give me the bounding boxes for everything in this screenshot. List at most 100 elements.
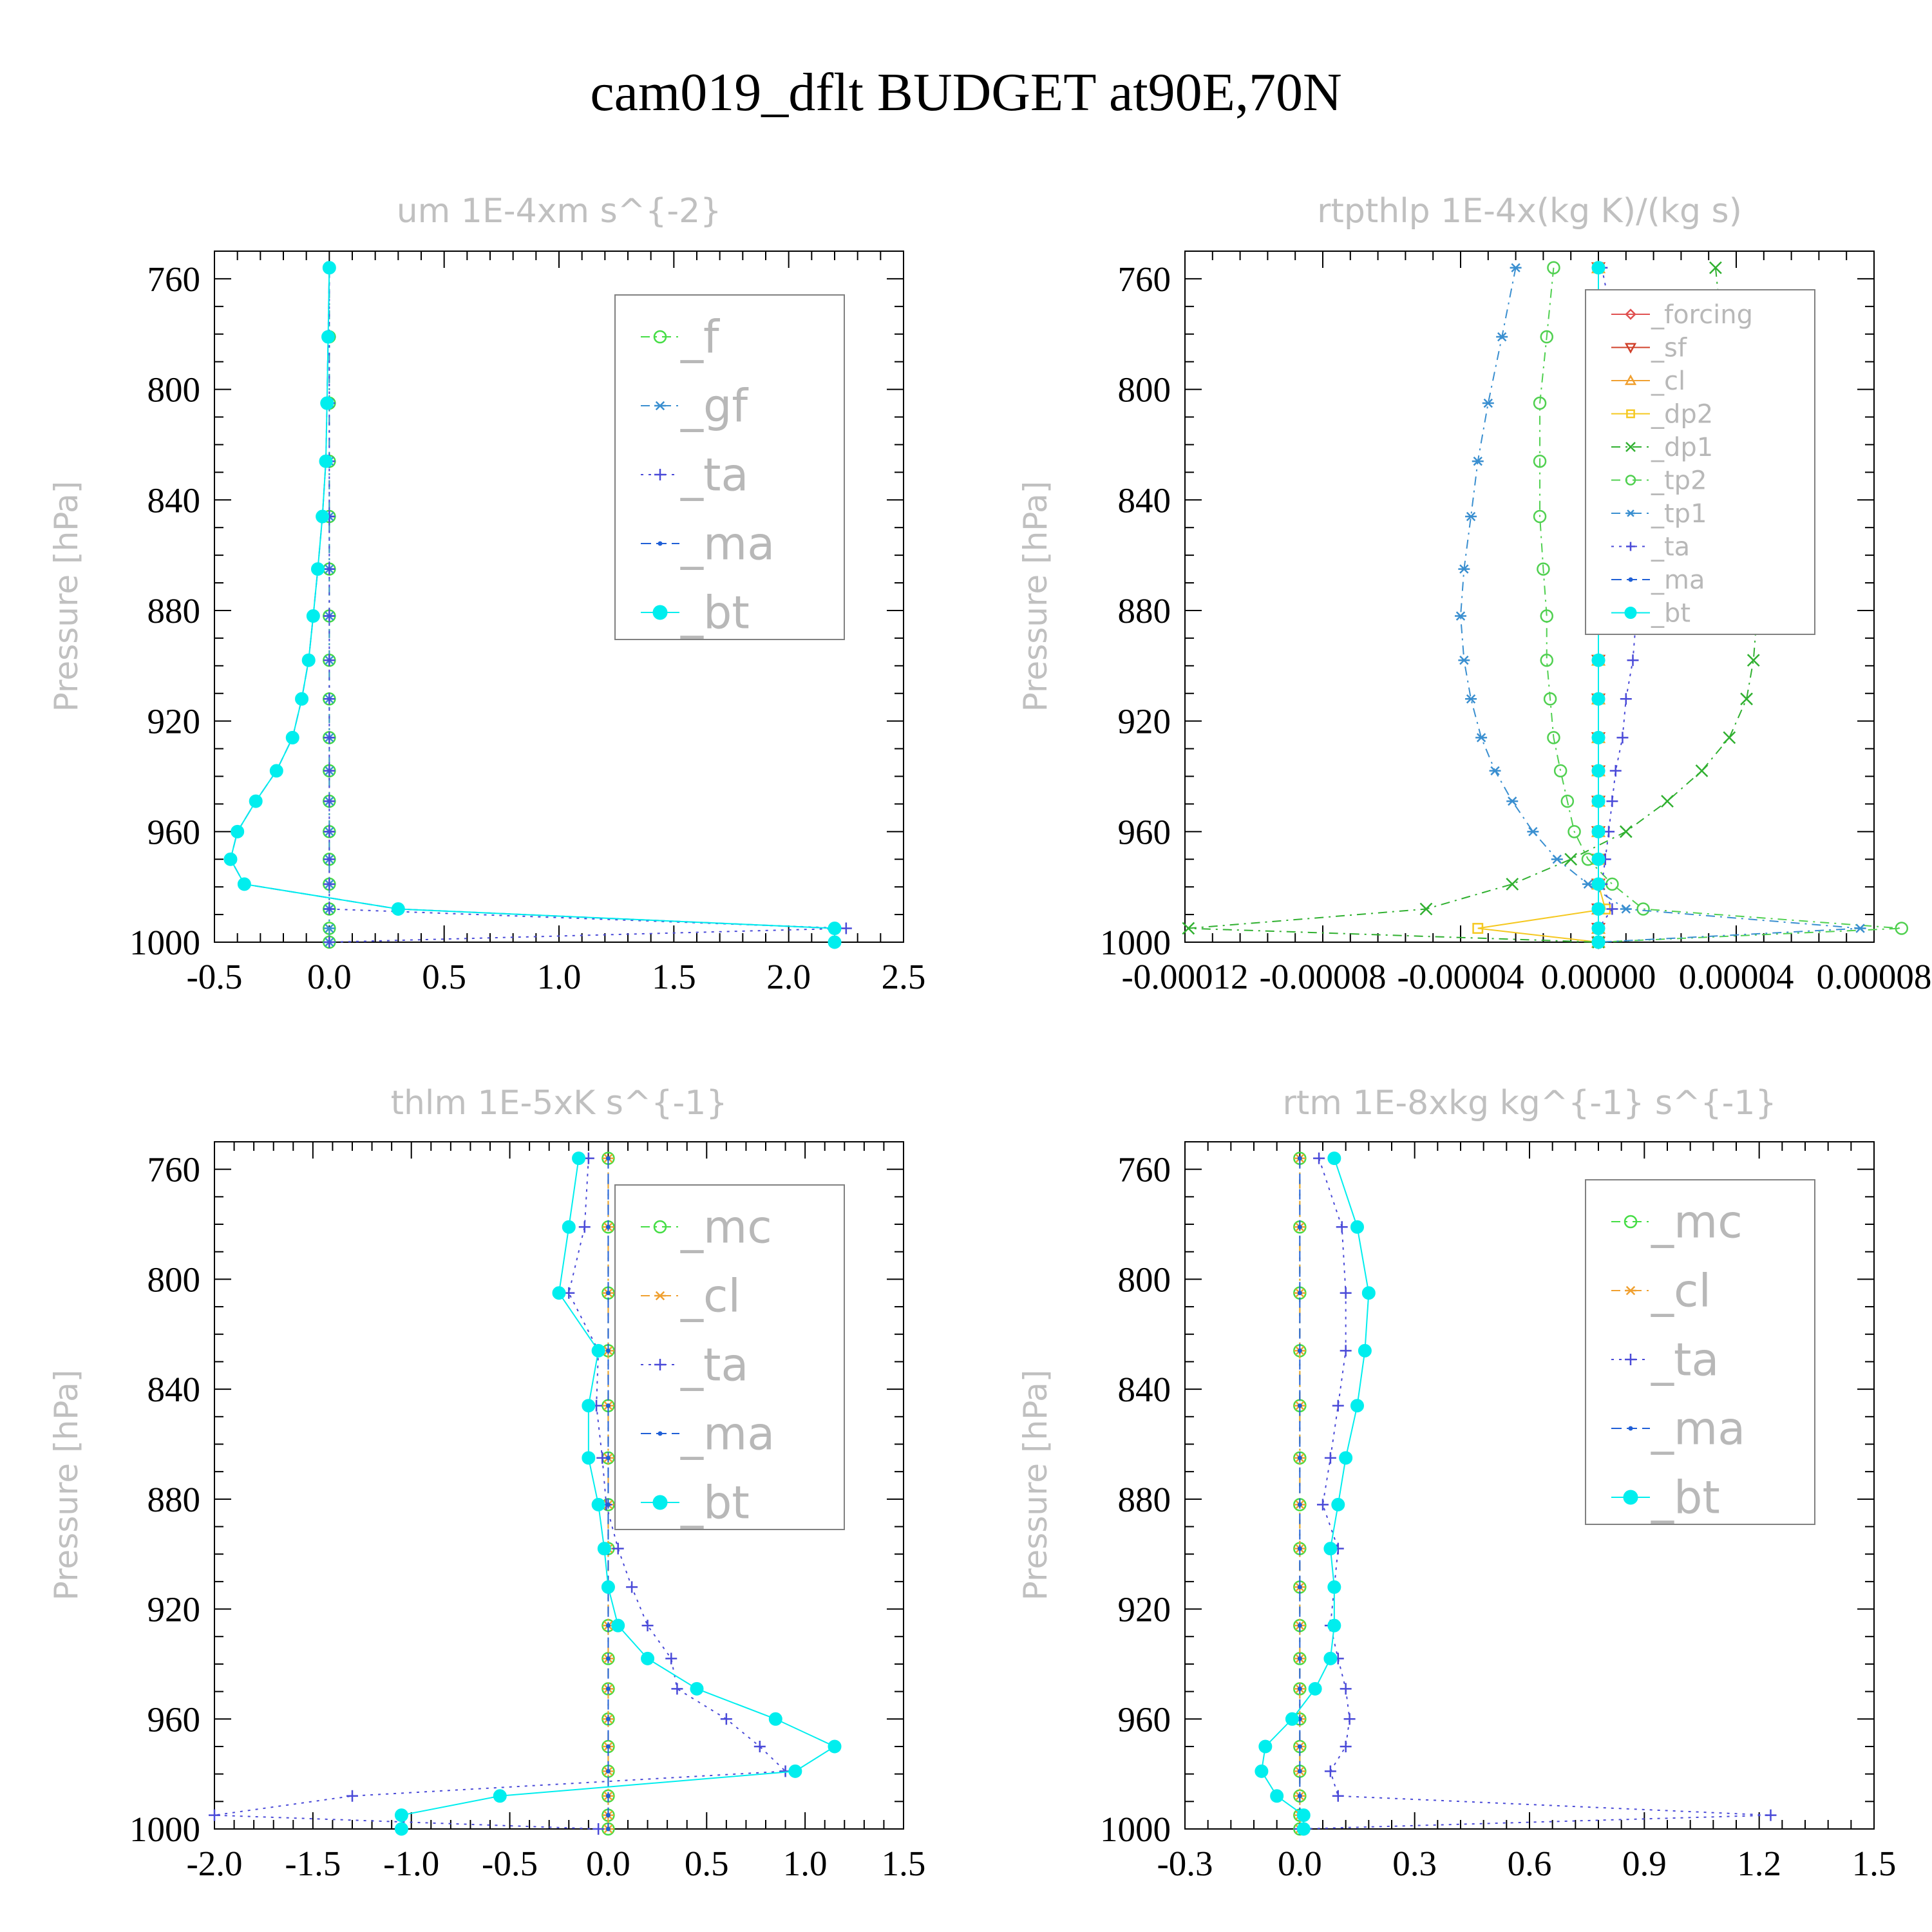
data-point xyxy=(1854,923,1866,933)
data-point xyxy=(1591,922,1605,936)
data-point xyxy=(1297,1656,1302,1661)
data-point xyxy=(605,1403,611,1408)
legend-label: _sf xyxy=(1651,334,1687,363)
data-point xyxy=(1297,1291,1302,1296)
legend-marker xyxy=(1623,1490,1638,1505)
legend-marker xyxy=(1624,343,1637,354)
legend-label: _cl xyxy=(1651,366,1685,396)
y-tick-label: 880 xyxy=(1118,591,1171,630)
main-title: cam019_dflt BUDGET at90E,70N xyxy=(590,62,1342,122)
x-tick-label: 0.5 xyxy=(685,1844,729,1883)
x-tick-label: -0.00008 xyxy=(1259,957,1386,996)
data-point xyxy=(1327,1151,1341,1166)
data-point xyxy=(1297,1546,1302,1551)
series-bt xyxy=(394,1151,842,1836)
data-point xyxy=(1297,1455,1302,1461)
panel-title: um 1E-4xm s^{-2} xyxy=(397,192,722,231)
data-point xyxy=(1537,562,1550,576)
data-point xyxy=(1419,902,1433,916)
data-point xyxy=(295,692,309,706)
legend-marker xyxy=(1628,1426,1633,1431)
data-point xyxy=(323,853,336,866)
legend-box xyxy=(614,294,845,640)
data-point xyxy=(1270,1789,1284,1803)
legend-marker xyxy=(1624,607,1637,619)
x-tick-label: 0.0 xyxy=(1278,1844,1322,1883)
legend-marker xyxy=(1626,509,1635,517)
data-point xyxy=(1297,1744,1302,1749)
data-point xyxy=(323,563,336,575)
y-tick-label: 880 xyxy=(147,591,201,630)
y-tick-label: 840 xyxy=(147,480,201,520)
data-point xyxy=(1350,1220,1364,1234)
x-tick-label: 0.5 xyxy=(422,957,466,996)
legend-label: _cl xyxy=(680,1270,741,1323)
data-point xyxy=(319,454,333,468)
data-point xyxy=(552,1286,566,1300)
data-point xyxy=(1340,1683,1352,1695)
data-point xyxy=(1475,733,1488,743)
data-point xyxy=(1591,877,1605,891)
legend-box xyxy=(614,1184,845,1530)
data-point xyxy=(840,922,852,934)
data-point xyxy=(1620,693,1632,705)
x-tick-label: -1.0 xyxy=(383,1844,439,1883)
data-point xyxy=(1313,1152,1325,1164)
y-tick-label: 840 xyxy=(147,1370,201,1409)
y-tick-label: 960 xyxy=(1118,1700,1171,1739)
legend-label: _dp1 xyxy=(1651,433,1713,462)
data-point xyxy=(1723,731,1736,744)
data-point xyxy=(1591,935,1605,949)
data-point xyxy=(1297,1156,1302,1161)
legend-label: _gf xyxy=(680,380,748,433)
data-point xyxy=(311,562,325,576)
y-tick-label: 920 xyxy=(147,1590,201,1629)
data-point xyxy=(605,1455,611,1461)
data-point xyxy=(1564,853,1578,866)
y-axis-label: Pressure [hPa] xyxy=(1017,1370,1054,1601)
legend-label: _mc xyxy=(1651,1196,1743,1249)
y-tick-label: 800 xyxy=(147,1260,201,1299)
data-point xyxy=(1339,1451,1353,1465)
data-point xyxy=(323,732,336,744)
data-point xyxy=(1361,1286,1376,1300)
x-tick-label: 1.5 xyxy=(652,957,696,996)
data-point xyxy=(323,923,336,933)
data-point xyxy=(605,1768,611,1774)
series-line xyxy=(1260,1158,1370,1829)
data-point xyxy=(1591,794,1605,808)
series-gf xyxy=(323,263,336,947)
data-point xyxy=(1297,1794,1302,1799)
data-point xyxy=(1323,1651,1338,1665)
data-point xyxy=(1765,1809,1777,1821)
data-point xyxy=(1482,398,1494,408)
data-point xyxy=(269,764,283,778)
y-tick-label: 800 xyxy=(1118,1260,1171,1299)
legend-marker xyxy=(653,330,667,344)
series-line xyxy=(401,1158,837,1829)
data-point xyxy=(1533,454,1547,468)
data-point xyxy=(1709,261,1722,274)
data-point xyxy=(828,922,842,936)
legend-marker xyxy=(1624,374,1637,385)
data-point xyxy=(597,1542,611,1556)
data-point xyxy=(391,902,405,916)
data-point xyxy=(1340,1345,1352,1357)
data-point xyxy=(1605,877,1619,891)
data-point xyxy=(1547,261,1560,275)
data-point xyxy=(1591,902,1605,916)
data-point xyxy=(591,1497,605,1511)
y-tick-label: 880 xyxy=(1118,1480,1171,1519)
data-point xyxy=(1609,764,1622,777)
data-point xyxy=(690,1681,704,1696)
legend: _mc _cl _ta _ma _bt xyxy=(1585,1179,1815,1525)
data-point xyxy=(323,936,336,948)
data-point xyxy=(1332,1399,1344,1412)
data-point xyxy=(1591,692,1605,706)
x-tick-label: 1.5 xyxy=(1852,1844,1897,1883)
legend-marker xyxy=(654,1359,666,1370)
y-axis-label: Pressure [hPa] xyxy=(48,481,85,712)
data-point xyxy=(605,1156,611,1161)
legend-label: _bt xyxy=(680,587,750,639)
